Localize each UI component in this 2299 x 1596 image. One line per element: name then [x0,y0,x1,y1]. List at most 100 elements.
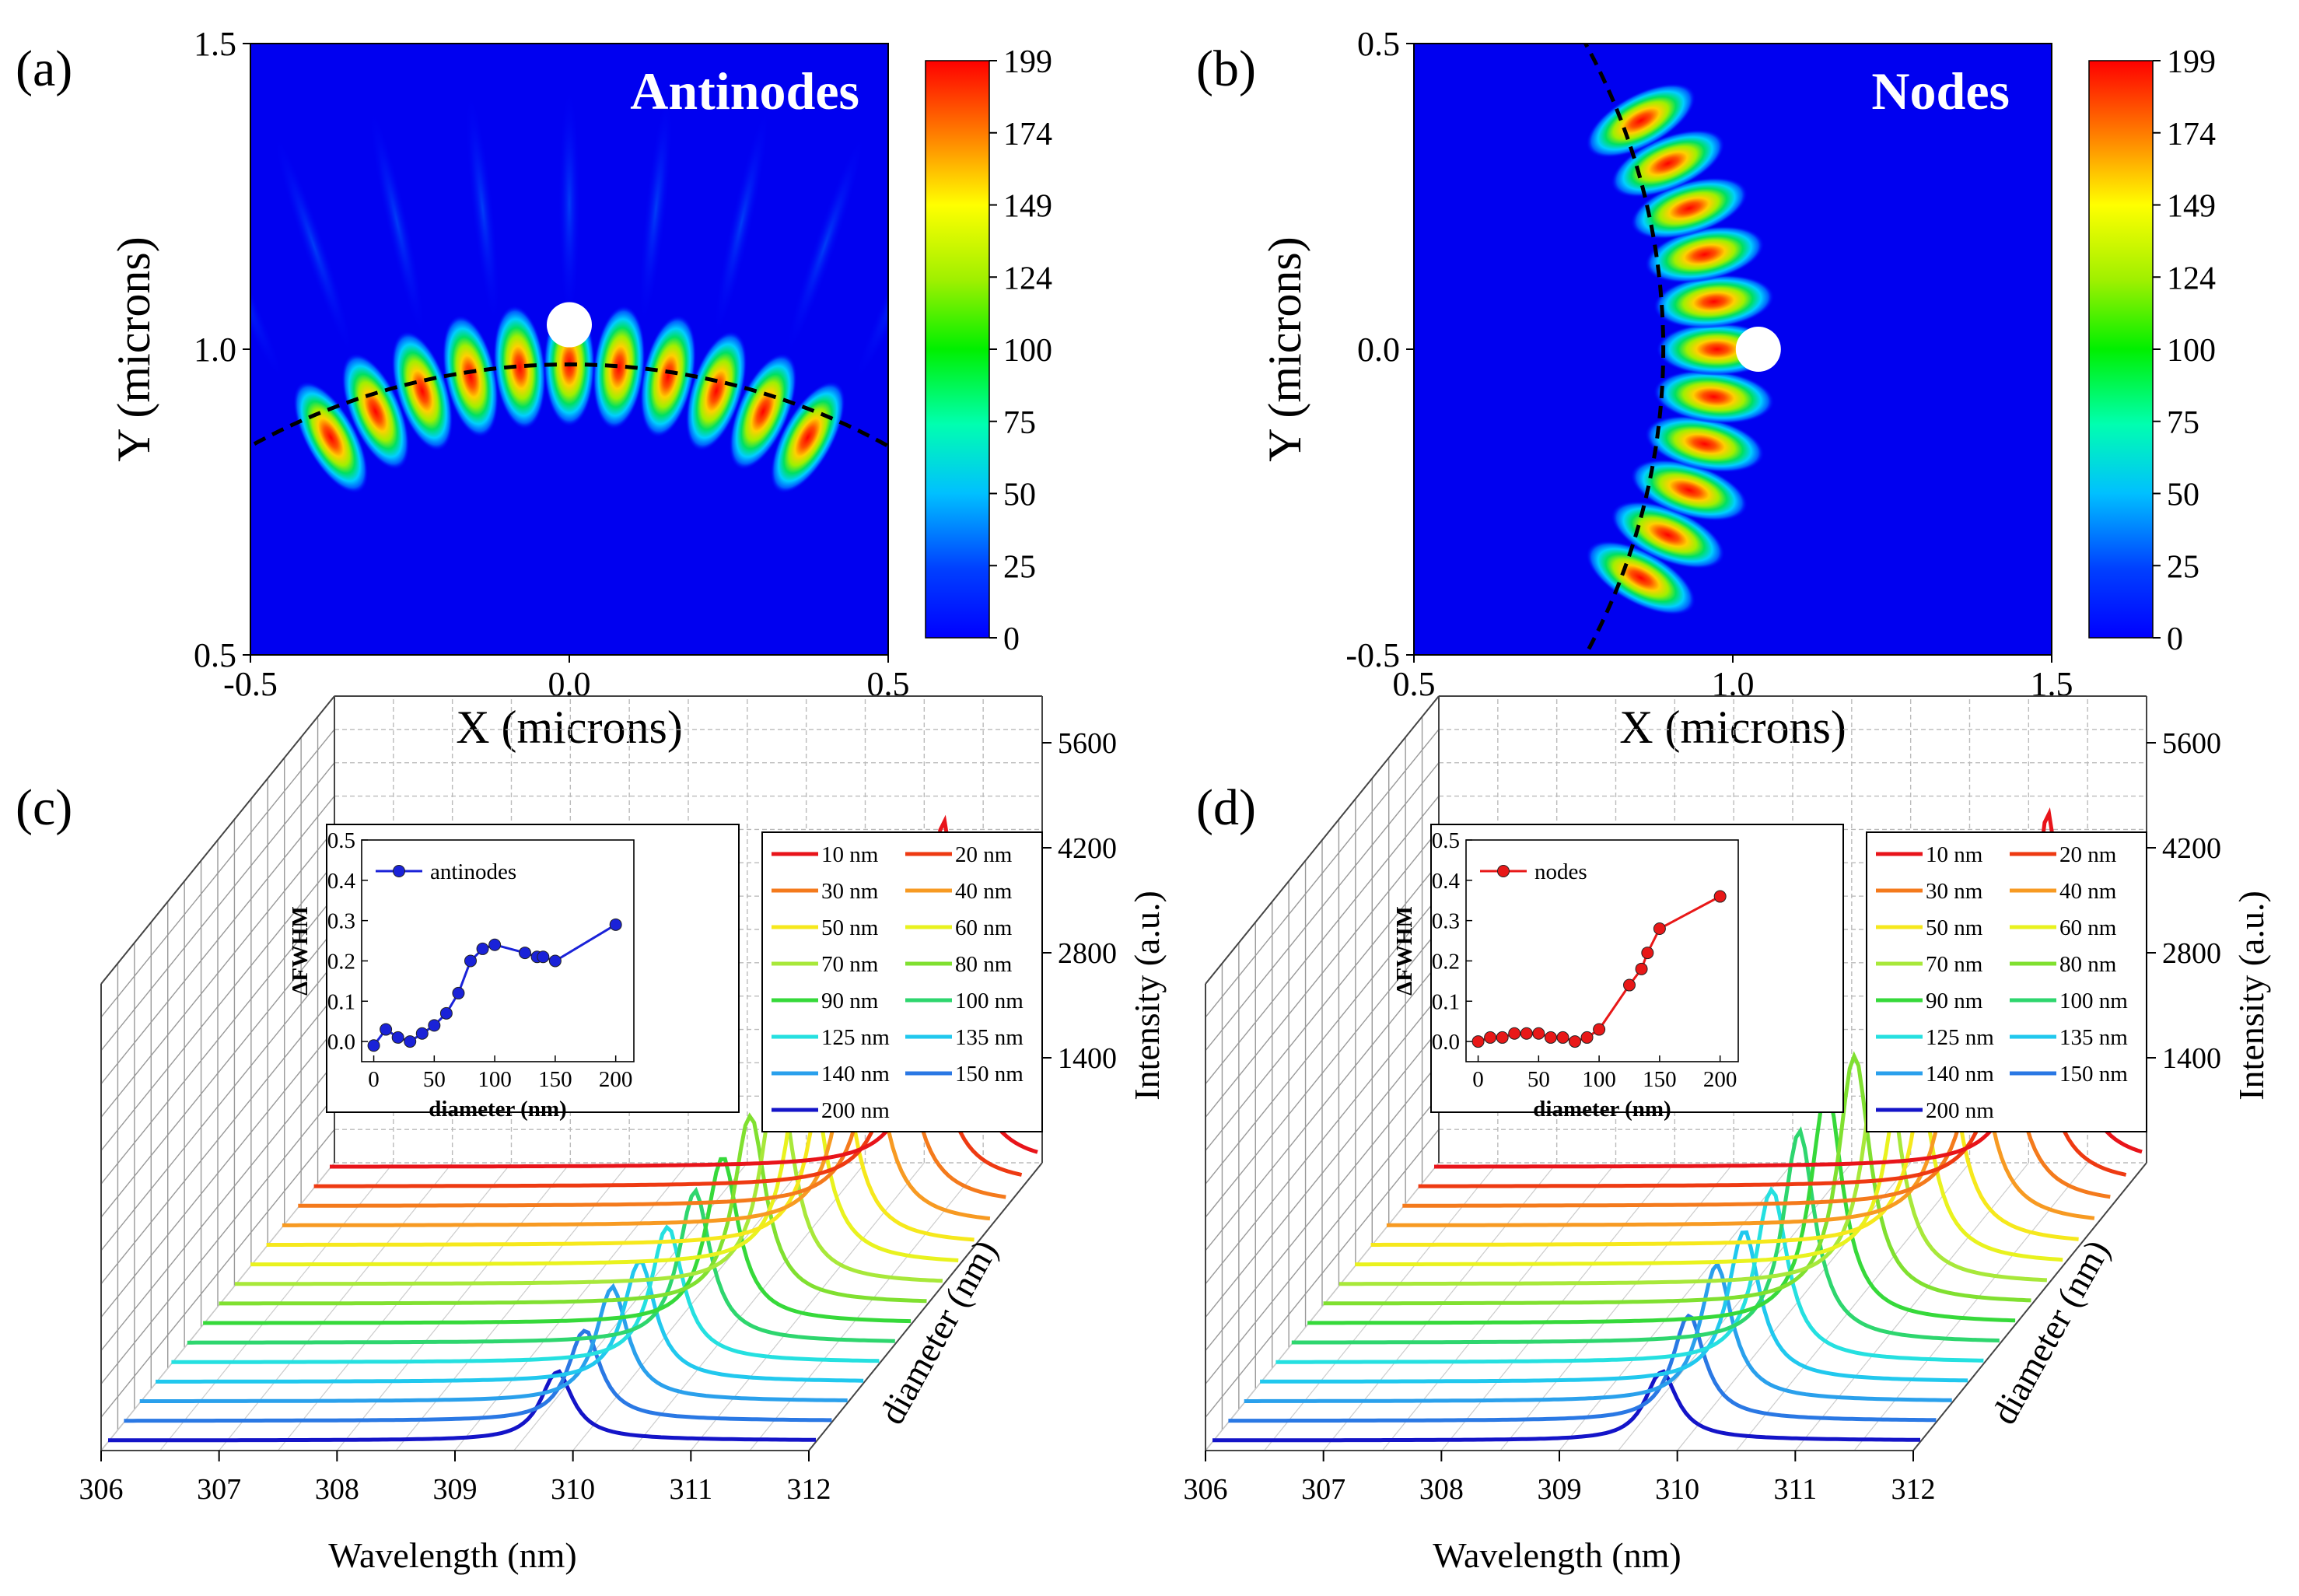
colorbar-tick-label: 199 [1003,44,1052,80]
inset-box [326,824,740,1113]
field-halo-streak [466,93,500,325]
panel-b-label: (b) [1196,40,1256,97]
wavelength-tick-label: 307 [197,1473,241,1506]
panel-d-intensity-ticks: 1400 2800 4200 5600 [2147,727,2221,1075]
inset-point [428,1019,441,1032]
colorbar-tick-label: 25 [2167,549,2199,585]
inset-x-tick-label: 200 [1703,1067,1737,1092]
inset-point [1641,947,1654,960]
left-wall-gridline [1205,762,1440,1052]
left-wall-gridline [1205,962,1440,1251]
field-intensity-lobe [1611,129,1725,198]
legend-entry: 70 nm [1926,952,1983,977]
left-wall-gridline [100,929,335,1218]
spectrum-line [1260,1230,1968,1384]
panel-a-heatmap: (a) Antinodes -0.5 0.0 0.5 0.5 1.0 1.5 X (mi… [16,25,1052,753]
field-intensity-lobe [593,305,646,430]
field-intensity-lobe [1653,369,1775,424]
panel-b-colorbar-ticks: 0 25 50 75 100 124 149 174 199 [2153,44,2216,657]
field-intensity-lobe [1644,415,1765,473]
inset-point [452,986,465,999]
colorbar-tick-label: 199 [2167,44,2216,80]
colorbar-tick-label: 25 [1003,549,1036,585]
y-tick-label: 1.0 [194,331,236,369]
panel-c-intensity-ticks: 1400 2800 4200 5600 [1042,727,1117,1075]
legend-entry: 140 nm [1926,1062,1994,1087]
inset-point [1496,1031,1509,1044]
box-edge [1205,695,1440,985]
panel-b-x-title: X (microns) [1619,702,1846,753]
left-wall-gridline [100,1129,335,1418]
intensity-tick-label: 2800 [1058,937,1117,970]
left-wall-gridline [1205,895,1440,1185]
legend-entry: 150 nm [955,1062,1024,1087]
inset-point [488,938,502,951]
legend-entry: 40 nm [955,879,1013,904]
panel-d-label: (d) [1196,779,1256,836]
inset-x-tick-label: 50 [1527,1067,1550,1092]
panel-a-colorbar [925,60,990,639]
x-tick-label: 1.0 [1712,665,1755,703]
panel-a-x-title: X (microns) [456,702,683,753]
spectrum-line [266,977,975,1247]
panel-c-intensity-title: Intensity (a.u.) [1127,891,1167,1101]
field-intensity-lobe [442,315,499,438]
panel-a-colorbar-ticks: 0 25 50 75 100 124 149 174 199 [989,44,1052,657]
wavelength-tick-label: 306 [1184,1473,1228,1506]
field-intensity-lobe [770,381,845,494]
wavelength-tick-label: 307 [1301,1473,1345,1506]
floor-gridline [1440,1162,1675,1451]
wavelength-tick-label: 311 [670,1473,713,1506]
inset-point [609,918,622,931]
left-wall-gridline [1205,1129,1440,1418]
spectrum-line [187,1186,895,1345]
y-tick-label: -0.5 [1345,636,1400,674]
inset-y-title: ΔFWHM [1392,906,1417,996]
y-tick-label: 0.0 [1357,331,1400,369]
panel-d-legend: 10 nm 20 nm 30 nm 40 nm 50 nm 60 nm 70 nm 80 nm… [1866,831,2147,1132]
wavelength-tick-label: 309 [433,1473,478,1506]
panel-c-diameter-title: diameter (nm) [872,1234,1006,1431]
spectrum-line [1338,1015,2048,1286]
wavelength-tick-label: 308 [1419,1473,1464,1506]
left-wall-gridline [100,895,335,1185]
panel-b-heatmap: (b) Nodes 0.5 1.0 1.5 -0.5 0.0 0.5 X (micron… [1196,25,2216,753]
inset-y-tick-label: 0.3 [327,909,355,934]
inset-series-line [1478,895,1721,1043]
particle-marker [1735,327,1781,372]
inset-y-tick-label: 0.0 [327,1030,355,1055]
panel-c-wavelength-ticks: 306 307 308 309 310 311 312 [79,1451,831,1506]
legend-box [761,831,1043,1132]
floor-gridline [1499,1162,1734,1451]
inset-point [1635,962,1648,975]
inset-point [1508,1027,1521,1040]
x-tick-label: 0.5 [867,665,910,703]
field-intensity-lobe [1586,83,1696,158]
inset-y-tick-label: 0.5 [327,828,355,853]
inset-frame [361,839,635,1062]
inset-x-title: diameter (nm) [429,1097,566,1122]
field-halo-streak [786,134,865,355]
legend-entry: 200 nm [821,1098,890,1123]
inset-point [1532,1027,1545,1040]
intensity-tick-label: 4200 [1058,832,1117,865]
legend-entry: 135 nm [2059,1025,2128,1050]
colorbar-tick-label: 124 [2167,261,2216,296]
inset-point [1713,890,1727,903]
spectrum-line [1307,1090,2016,1325]
field-intensity-lobe [685,331,747,451]
inset-y-tick-label: 0.3 [1432,909,1460,934]
inset-point [1569,1035,1581,1048]
inset-point [404,1035,417,1048]
panel-d-x-title: Wavelength (nm) [1433,1535,1681,1575]
legend-entry: 50 nm [1926,915,1983,940]
spectrum-line [234,1067,943,1286]
inset-frame [1465,839,1739,1062]
wavelength-tick-label: 312 [787,1473,831,1506]
inset-point [1623,978,1636,992]
x-tick-label: 0.0 [548,665,591,703]
panel-d-diameter-title: diameter (nm) [1984,1234,2118,1431]
inset-y-tick-label: 0.4 [1432,869,1461,894]
panel-a-label: (a) [16,40,72,97]
intensity-tick-label: 5600 [2162,727,2221,760]
